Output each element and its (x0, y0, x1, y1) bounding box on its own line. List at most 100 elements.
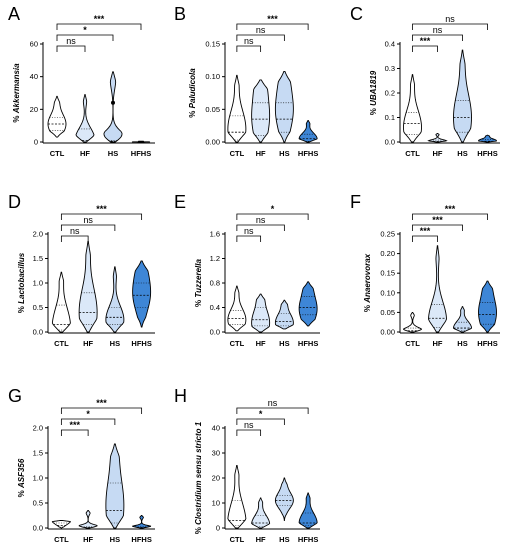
y-tick-label: 0.20 (380, 249, 395, 258)
x-tick-label: CTL (54, 535, 69, 544)
x-tick-label: HF (433, 339, 443, 348)
significance-bracket (60, 213, 143, 220)
violin-hf (427, 132, 448, 143)
violin-hf (251, 79, 271, 143)
panel-label: E (174, 192, 186, 212)
y-axis-label: % Akkermansia (12, 63, 21, 123)
x-tick-label: HF (83, 535, 93, 544)
violin-ctl (402, 311, 423, 333)
y-tick-label: 0.3 (385, 64, 395, 73)
significance-bracket (236, 213, 309, 220)
y-tick-label: 1.6 (210, 230, 220, 239)
panel-h: H 0 10 20 30 40 % Clostridium sensu stricto 1 C… (174, 386, 320, 544)
x-tick-label: HFHS (477, 339, 497, 348)
significance-label: ns (445, 14, 455, 24)
x-tick-label: CTL (54, 339, 69, 348)
y-tick-label: 0.10 (380, 288, 395, 297)
x-tick-label: HF (256, 149, 266, 158)
significance-label: *** (445, 204, 456, 214)
significance-label: ns (66, 36, 76, 46)
y-tick-label: 0.4 (210, 303, 220, 312)
violin-hf (428, 245, 447, 333)
significance-bracket (236, 23, 309, 30)
y-tick-label: 0.15 (205, 40, 220, 49)
x-tick-label: HF (433, 149, 443, 158)
panel-label: C (350, 4, 363, 24)
significance-label: *** (420, 226, 431, 236)
significance-label: * (271, 204, 275, 214)
y-tick-label: 2.0 (33, 424, 43, 433)
x-tick-label: HFHS (298, 149, 318, 158)
violin-ctl (227, 465, 247, 529)
x-tick-label: CTL (50, 149, 65, 158)
y-tick-label: 40 (212, 424, 220, 433)
y-tick-label: 0.1 (385, 113, 395, 122)
x-tick-label: HFHS (298, 535, 318, 544)
x-tick-label: HF (256, 339, 266, 348)
y-tick-label: 20 (30, 105, 38, 114)
x-tick-label: HFHS (131, 339, 151, 348)
significance-label: * (259, 409, 263, 419)
y-tick-label: 1.0 (33, 474, 43, 483)
violin-hfhs (132, 260, 152, 328)
y-axis-label: % ASF356 (17, 458, 26, 497)
significance-label: ns (244, 226, 254, 236)
y-tick-label: 0.0 (33, 524, 43, 533)
x-tick-label: HS (279, 535, 289, 544)
y-axis-label: % UBA1819 (369, 70, 378, 115)
significance-bracket (60, 235, 89, 242)
y-axis-label: % Lactobacillus (17, 252, 26, 313)
violin-hs (103, 71, 123, 143)
significance-bracket (236, 224, 285, 231)
violin-ctl (227, 74, 247, 143)
violin-hfhs (478, 134, 497, 143)
x-tick-label: HS (110, 535, 120, 544)
significance-label: ns (83, 215, 93, 225)
violin-hf (251, 293, 271, 333)
significance-label: *** (96, 398, 107, 408)
y-tick-label: 0.0 (385, 138, 395, 147)
significance-bracket (56, 23, 142, 30)
significance-bracket (236, 407, 309, 414)
outlier-point (111, 100, 115, 105)
violin-ctl (403, 74, 422, 143)
violin-ctl (227, 285, 247, 332)
significance-label: ns (70, 226, 80, 236)
x-tick-label: CTL (230, 149, 245, 158)
significance-bracket (236, 34, 285, 41)
significance-bracket (412, 224, 463, 231)
y-tick-label: 0.4 (385, 40, 395, 49)
significance-label: *** (267, 14, 278, 24)
x-tick-label: HS (279, 339, 289, 348)
violin-hs (274, 70, 294, 143)
significance-bracket (412, 34, 463, 41)
violin-hfhs (132, 515, 152, 529)
x-tick-label: HS (279, 149, 289, 158)
y-axis-label: % Tuzzerella (194, 259, 203, 307)
y-tick-label: 0.5 (33, 303, 43, 312)
x-tick-label: CTL (405, 149, 420, 158)
x-tick-label: HFHS (477, 149, 497, 158)
significance-bracket (236, 45, 262, 52)
panel-label: H (174, 386, 187, 406)
violin-hs (453, 49, 472, 143)
significance-bracket (56, 34, 114, 41)
y-tick-label: 0.0 (33, 328, 43, 337)
y-axis-label: % Anaerovorax (363, 253, 372, 312)
violin-hfhs (298, 492, 318, 529)
significance-bracket (236, 418, 285, 425)
significance-label: ns (256, 25, 266, 35)
x-tick-label: HF (256, 535, 266, 544)
violin-hs (105, 266, 125, 333)
panel-label: B (174, 4, 186, 24)
panel-label: F (350, 192, 361, 212)
violin-ctl (47, 95, 67, 138)
significance-bracket (60, 224, 116, 231)
x-tick-label: HS (457, 149, 467, 158)
x-tick-label: HS (457, 339, 467, 348)
y-tick-label: 30 (212, 449, 220, 458)
y-tick-label: 2.0 (33, 230, 43, 239)
